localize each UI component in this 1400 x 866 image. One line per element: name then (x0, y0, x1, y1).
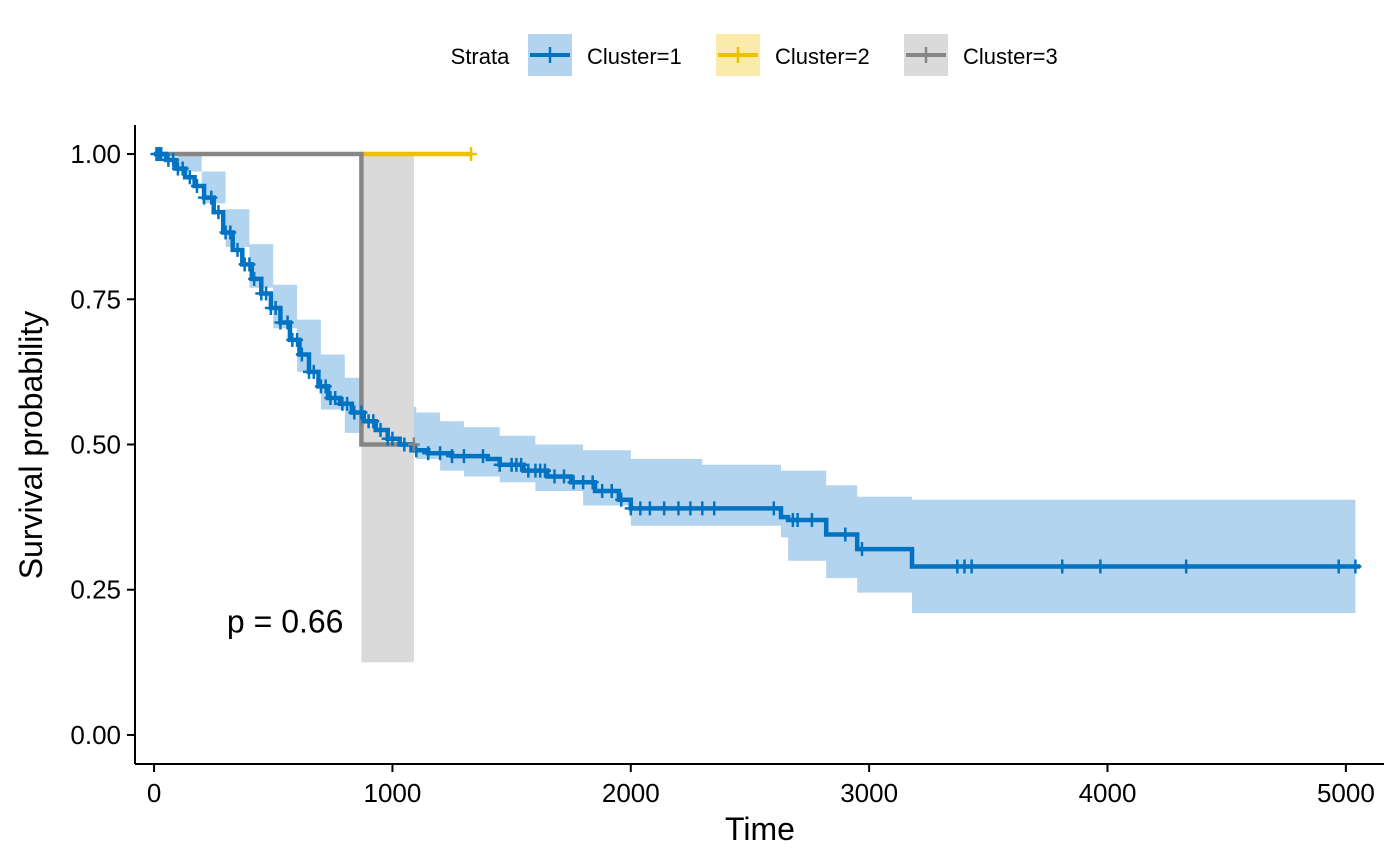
legend-label-cluster-1: Cluster=1 (587, 44, 682, 69)
censor-mark-cluster-1 (477, 449, 490, 464)
censor-mark-cluster-1 (1332, 559, 1345, 574)
x-tick-label: 5000 (1317, 778, 1375, 808)
p-value-annotation: p = 0.66 (227, 604, 344, 640)
confidence-bands (154, 154, 1356, 663)
y-tick-label: 1.00 (70, 139, 121, 169)
censor-mark-cluster-1 (176, 161, 189, 176)
censor-mark-cluster-1 (515, 457, 528, 472)
censor-mark-cluster-1 (386, 431, 399, 446)
censor-mark-cluster-1 (1180, 559, 1193, 574)
censor-mark-cluster-1 (855, 542, 868, 557)
legend-label-cluster-2: Cluster=2 (775, 44, 870, 69)
censor-mark-cluster-1 (1056, 559, 1069, 574)
legend-title: Strata (451, 44, 510, 69)
legend-key-cluster-1 (528, 34, 572, 76)
censor-mark-cluster-1 (367, 414, 380, 429)
censor-mark-cluster-1 (190, 178, 203, 193)
y-tick-label: 0.25 (70, 575, 121, 605)
censor-mark-cluster-1 (183, 170, 196, 185)
censor-mark-cluster-1 (586, 475, 599, 490)
censor-mark-cluster-2 (465, 147, 478, 162)
censor-mark-cluster-1 (319, 379, 332, 394)
legend-key-cluster-3 (904, 34, 948, 76)
censor-mark-cluster-1 (155, 147, 168, 162)
censor-mark-cluster-1 (307, 364, 320, 379)
censor-mark-cluster-1 (422, 446, 435, 461)
legend-key-cluster-2 (716, 34, 760, 76)
censor-mark-cluster-1 (684, 501, 697, 516)
censor-mark-cluster-1 (248, 271, 261, 286)
censor-mark-cluster-3 (407, 437, 420, 452)
censor-mark-cluster-1 (446, 449, 459, 464)
legend: Strata Cluster=1 Cluster=2 Cluster=3 (451, 34, 1058, 76)
legend-item-cluster-3: Cluster=3 (904, 34, 1058, 76)
censor-mark-cluster-1 (269, 300, 282, 315)
censor-mark-cluster-1 (167, 152, 180, 167)
censor-mark-cluster-1 (341, 396, 354, 411)
x-tick-label: 1000 (364, 778, 422, 808)
censor-mark-cluster-1 (538, 463, 551, 478)
censor-mark-cluster-1 (672, 501, 685, 516)
legend-items: Cluster=1 Cluster=2 Cluster=3 (528, 34, 1058, 76)
y-ticks: 0.00 0.25 0.50 0.75 1.00 (70, 139, 135, 750)
censor-mark-cluster-1 (355, 405, 368, 420)
censor-mark-cluster-1 (791, 513, 804, 528)
censor-mark-cluster-1 (291, 332, 304, 347)
ci-band-cluster-1 (154, 154, 1356, 613)
censor-mark-cluster-1 (243, 257, 256, 272)
legend-item-cluster-2: Cluster=2 (716, 34, 870, 76)
censor-mark-cluster-1 (434, 446, 447, 461)
censor-mark-cluster-1 (1094, 559, 1107, 574)
censor-mark-cluster-1 (205, 190, 218, 205)
censor-mark-cluster-1 (295, 347, 308, 362)
censor-mark-cluster-1 (558, 469, 571, 484)
x-axis-label: Time (725, 811, 795, 847)
y-tick-label: 0.75 (70, 284, 121, 314)
legend-item-cluster-1: Cluster=1 (528, 34, 682, 76)
x-tick-label: 4000 (1079, 778, 1137, 808)
y-axis-label: Survival probability (13, 311, 49, 580)
censor-mark-cluster-1 (839, 527, 852, 542)
x-tick-label: 3000 (840, 778, 898, 808)
ci-band-cluster-3 (361, 154, 414, 663)
censor-mark-cluster-1 (805, 513, 818, 528)
censor-mark-cluster-1 (231, 242, 244, 257)
censor-mark-cluster-1 (281, 315, 294, 330)
x-tick-label: 2000 (602, 778, 660, 808)
censor-mark-cluster-1 (260, 286, 273, 301)
y-tick-label: 0.00 (70, 720, 121, 750)
censor-mark-cluster-1 (696, 501, 709, 516)
legend-label-cluster-3: Cluster=3 (963, 44, 1058, 69)
censor-mark-cluster-1 (605, 483, 618, 498)
censor-mark-cluster-1 (658, 501, 671, 516)
censor-mark-cluster-1 (767, 501, 780, 516)
censor-mark-cluster-1 (493, 457, 506, 472)
axes: 0.00 0.25 0.50 0.75 1.00 0 1000 2000 3000 4000 50… (70, 125, 1384, 808)
censor-marks (150, 147, 1362, 574)
censor-mark-cluster-1 (212, 205, 225, 220)
censor-mark-cluster-1 (1349, 559, 1362, 574)
censor-mark-cluster-1 (615, 492, 628, 507)
censor-mark-cluster-1 (457, 449, 470, 464)
censor-mark-cluster-1 (965, 559, 978, 574)
censor-mark-cluster-1 (329, 391, 342, 406)
censor-mark-cluster-1 (708, 501, 721, 516)
x-tick-label: 0 (147, 778, 161, 808)
censor-mark-cluster-1 (643, 501, 656, 516)
x-ticks: 0 1000 2000 3000 4000 5000 (147, 764, 1375, 808)
censor-mark-cluster-1 (224, 225, 237, 240)
y-tick-label: 0.50 (70, 430, 121, 460)
censor-mark-cluster-1 (374, 422, 387, 437)
